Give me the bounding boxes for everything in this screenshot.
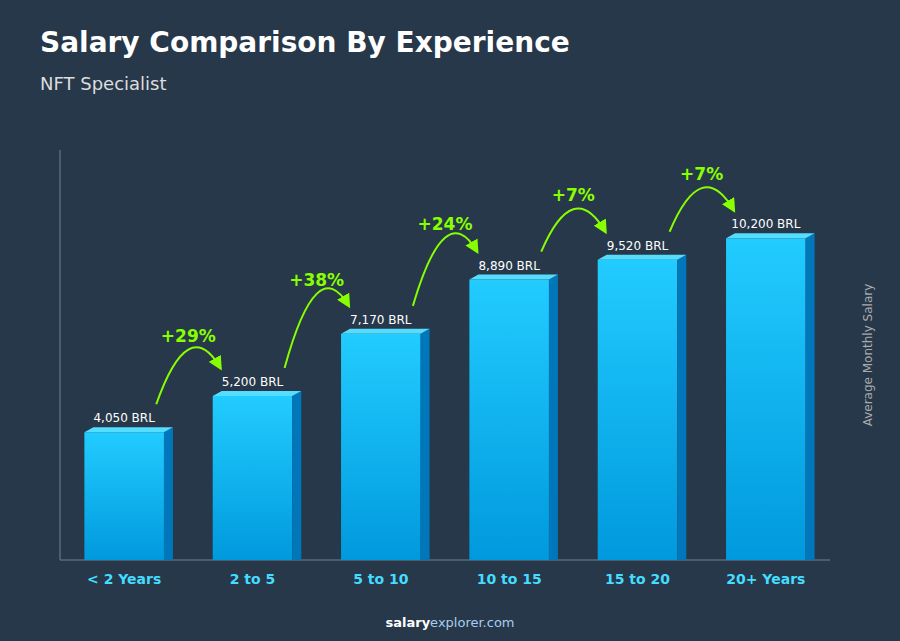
- pct-arrow: [541, 208, 605, 251]
- data-label: 8,890 BRL: [478, 259, 540, 273]
- subtitle: NFT Specialist: [40, 73, 167, 94]
- x-tick-label: 2 to 5: [230, 571, 276, 587]
- bar-side: [164, 427, 173, 560]
- x-tick-label: 15 to 20: [605, 571, 670, 587]
- y-axis-line: [60, 150, 61, 560]
- x-axis-line: [60, 560, 830, 561]
- bar: [213, 396, 293, 560]
- annotation: +38%: [289, 270, 344, 290]
- chart: Salary Comparison By Experience NFT Speci…: [0, 0, 900, 641]
- pct-arrow: [413, 233, 477, 306]
- bar-side: [421, 329, 430, 560]
- data-label: 5,200 BRL: [222, 375, 284, 389]
- title: Salary Comparison By Experience: [40, 26, 570, 59]
- bar-side: [677, 255, 686, 560]
- background: [0, 0, 900, 641]
- annotation: +29%: [161, 326, 216, 346]
- pct-arrow: [285, 288, 349, 368]
- bar-side: [806, 233, 815, 560]
- x-tick-label: < 2 Years: [87, 571, 161, 587]
- y-axis-label: Average Monthly Salary: [861, 284, 875, 427]
- bar-top: [726, 233, 815, 238]
- data-label: 7,170 BRL: [350, 313, 412, 327]
- bar-side: [292, 391, 301, 560]
- annotation: +7%: [680, 164, 723, 184]
- annotation: +7%: [552, 185, 595, 205]
- bar-top: [598, 255, 687, 260]
- data-label: 10,200 BRL: [731, 217, 800, 231]
- bar-top: [341, 329, 430, 334]
- bar: [726, 238, 806, 560]
- bar-top: [213, 391, 302, 396]
- x-tick-label: 20+ Years: [726, 571, 805, 587]
- bar: [469, 280, 549, 560]
- bar: [84, 432, 164, 560]
- pct-arrow: [156, 347, 220, 404]
- x-tick-label: 10 to 15: [477, 571, 542, 587]
- bar: [341, 334, 421, 560]
- footer-normal: explorer.com: [430, 615, 514, 630]
- footer-bold: salary: [385, 615, 430, 630]
- footer: salaryexplorer.com: [385, 615, 514, 630]
- bar: [598, 260, 678, 560]
- x-tick-label: 5 to 10: [353, 571, 409, 587]
- bar-top: [84, 427, 173, 432]
- pct-arrow: [670, 187, 734, 231]
- bar-top: [469, 275, 558, 280]
- data-label: 9,520 BRL: [607, 239, 669, 253]
- data-label: 4,050 BRL: [93, 411, 155, 425]
- annotation: +24%: [418, 214, 473, 234]
- bars: [84, 233, 814, 560]
- bar-side: [549, 275, 558, 560]
